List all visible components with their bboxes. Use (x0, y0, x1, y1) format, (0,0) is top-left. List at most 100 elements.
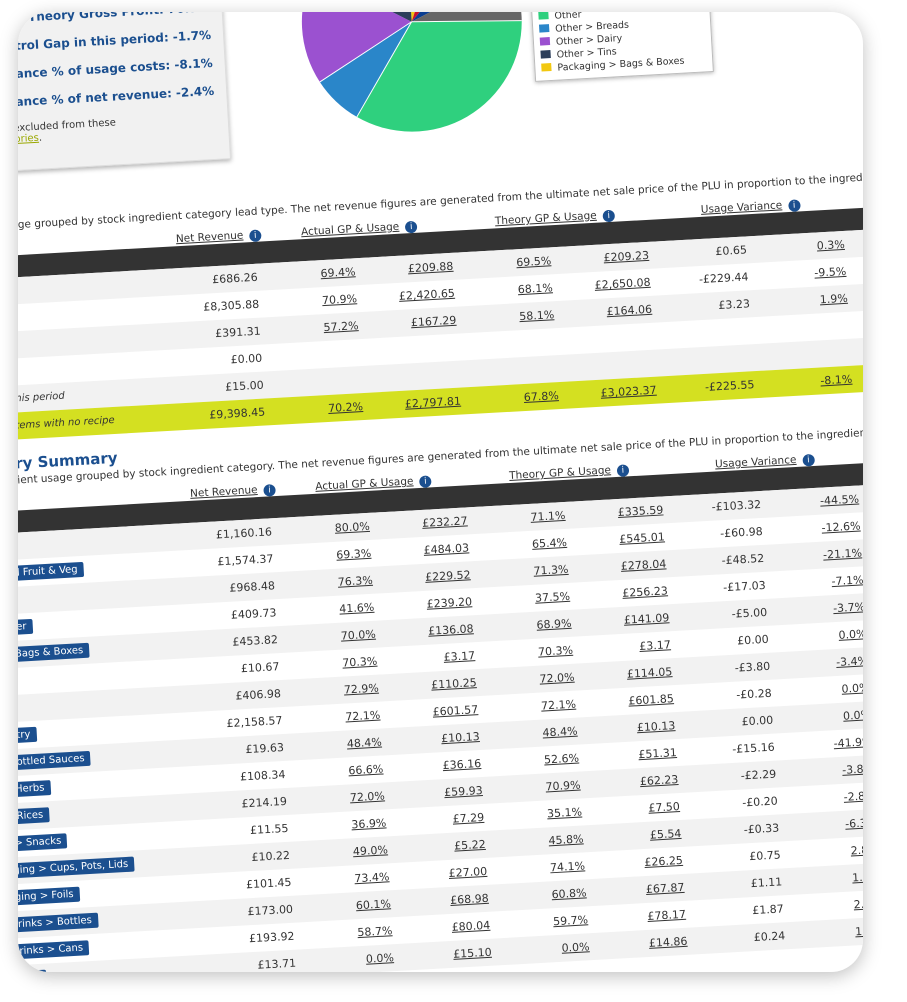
cell: £136.08 (427, 622, 474, 638)
legend-label: Other > Tins (556, 46, 618, 61)
cell: £0.00 (741, 713, 774, 729)
cell: 71.1% (530, 508, 566, 524)
summary-note: ories have been excluded from theseIngre… (18, 111, 229, 150)
row-name: ck checked this period (18, 390, 66, 408)
cell: £26.25 (644, 853, 684, 870)
cell: £2,797.81 (404, 394, 462, 411)
cell: £78.17 (647, 907, 687, 923)
row-name: g > Boxed Fruit & Veg (18, 561, 85, 584)
cell: £3.23 (718, 297, 751, 313)
cell: £2,158.57 (226, 714, 283, 731)
cell: 66.6% (348, 762, 384, 778)
cell: 0.0% (842, 708, 863, 723)
cell: -£225.55 (704, 378, 755, 394)
cell: 60.1% (355, 897, 392, 913)
cell: 49.0% (352, 843, 389, 859)
info-icon: i (263, 484, 276, 497)
row-label: ed by EPoS items with no recipe (18, 412, 174, 435)
cell: 48.4% (542, 724, 578, 740)
cell: 0.0% (561, 940, 590, 955)
cell: £209.14 (850, 232, 863, 250)
legend-swatch (541, 63, 552, 72)
cell: £19.63 (245, 741, 285, 757)
cell: £1.11 (750, 875, 783, 891)
cell: £5.54 (649, 826, 682, 842)
cell: £2,961.82 (858, 367, 863, 385)
row-label (18, 363, 170, 375)
info-icon: i (602, 209, 616, 223)
cell: £3.17 (638, 638, 672, 653)
cell: -£3.80 (734, 659, 771, 675)
cell: 60.8% (551, 886, 587, 902)
cell: £10.13 (440, 730, 480, 746)
cell: £173.00 (247, 902, 294, 919)
cell: -£2.29 (740, 767, 777, 783)
cell: 70.0% (340, 627, 377, 643)
cell: £968.48 (229, 579, 276, 595)
cell: £1,574.37 (217, 552, 274, 569)
cell: 69.5% (515, 254, 552, 270)
cell: -8.1% (820, 372, 853, 388)
cell: £686.26 (211, 270, 259, 287)
cell: -21.1% (822, 546, 863, 562)
category-summary: Category Summaryry of ingredient usage g… (18, 396, 863, 972)
cell: -3.7% (832, 600, 863, 616)
note-link[interactable]: Ingredient Categories (18, 132, 40, 150)
cell: 69.4% (320, 265, 356, 281)
legend-label: Other (554, 12, 582, 22)
cell: 58.7% (357, 924, 393, 940)
cell: 58.1% (518, 308, 555, 324)
info-icon: i (616, 464, 630, 477)
cell: £193.92 (248, 929, 295, 946)
cell: £101.45 (245, 875, 292, 892)
cell: £3,023.37 (600, 383, 657, 400)
cell: 1.6% (851, 869, 863, 885)
cell: 1.6% (854, 923, 863, 939)
cell: -£103.32 (711, 497, 762, 514)
cell: -9.5% (814, 264, 847, 280)
cell: £167.29 (410, 313, 457, 330)
cell: £10.13 (636, 719, 676, 735)
row-label (18, 336, 169, 348)
cell: £0.24 (753, 929, 786, 945)
info-icon: i (249, 229, 262, 243)
row-label (18, 309, 167, 321)
cell: -6.3% (844, 816, 863, 831)
cell: £232.27 (421, 514, 468, 530)
row-name: aging > Bags & Boxes (18, 642, 90, 665)
cell: -7.1% (831, 573, 863, 589)
cell: £9,398.45 (208, 405, 266, 422)
cell: -3.4% (835, 654, 863, 670)
cell: -3.8% (841, 762, 863, 777)
cell: £3.17 (443, 649, 476, 664)
cell: £601.57 (432, 703, 479, 719)
cell: 70.9% (545, 778, 581, 794)
cell: £7.50 (648, 799, 681, 815)
cell: £0.00 (230, 351, 263, 367)
cell: 37.5% (534, 589, 571, 605)
cell: £67.87 (645, 880, 685, 896)
cell: 76.3% (337, 573, 374, 589)
cell: £0.65 (715, 243, 748, 259)
cell: £601.85 (628, 692, 675, 708)
cell: £161.20 (853, 286, 863, 304)
cell: £256.23 (621, 584, 669, 600)
cell: 72.0% (539, 670, 575, 686)
cell: 70.9% (321, 292, 358, 308)
row-name: Soft Drinks > Cans (18, 940, 90, 962)
cell: 45.8% (548, 832, 584, 848)
cell: £108.34 (239, 767, 286, 784)
cell: 72.0% (349, 789, 386, 805)
cell: £278.04 (620, 557, 667, 573)
cell: £141.09 (623, 611, 670, 627)
cell: 0.0% (838, 627, 863, 642)
cell: 65.4% (531, 535, 568, 551)
cell: -2.8% (843, 789, 863, 804)
summary-line: age Variance % of usage costs: -8.1% (18, 55, 214, 84)
cell: 69.3% (335, 546, 372, 562)
cell: £13.71 (257, 956, 297, 972)
legend-swatch (538, 24, 550, 33)
cell: 57.2% (323, 319, 359, 335)
cell: 72.9% (343, 681, 380, 697)
